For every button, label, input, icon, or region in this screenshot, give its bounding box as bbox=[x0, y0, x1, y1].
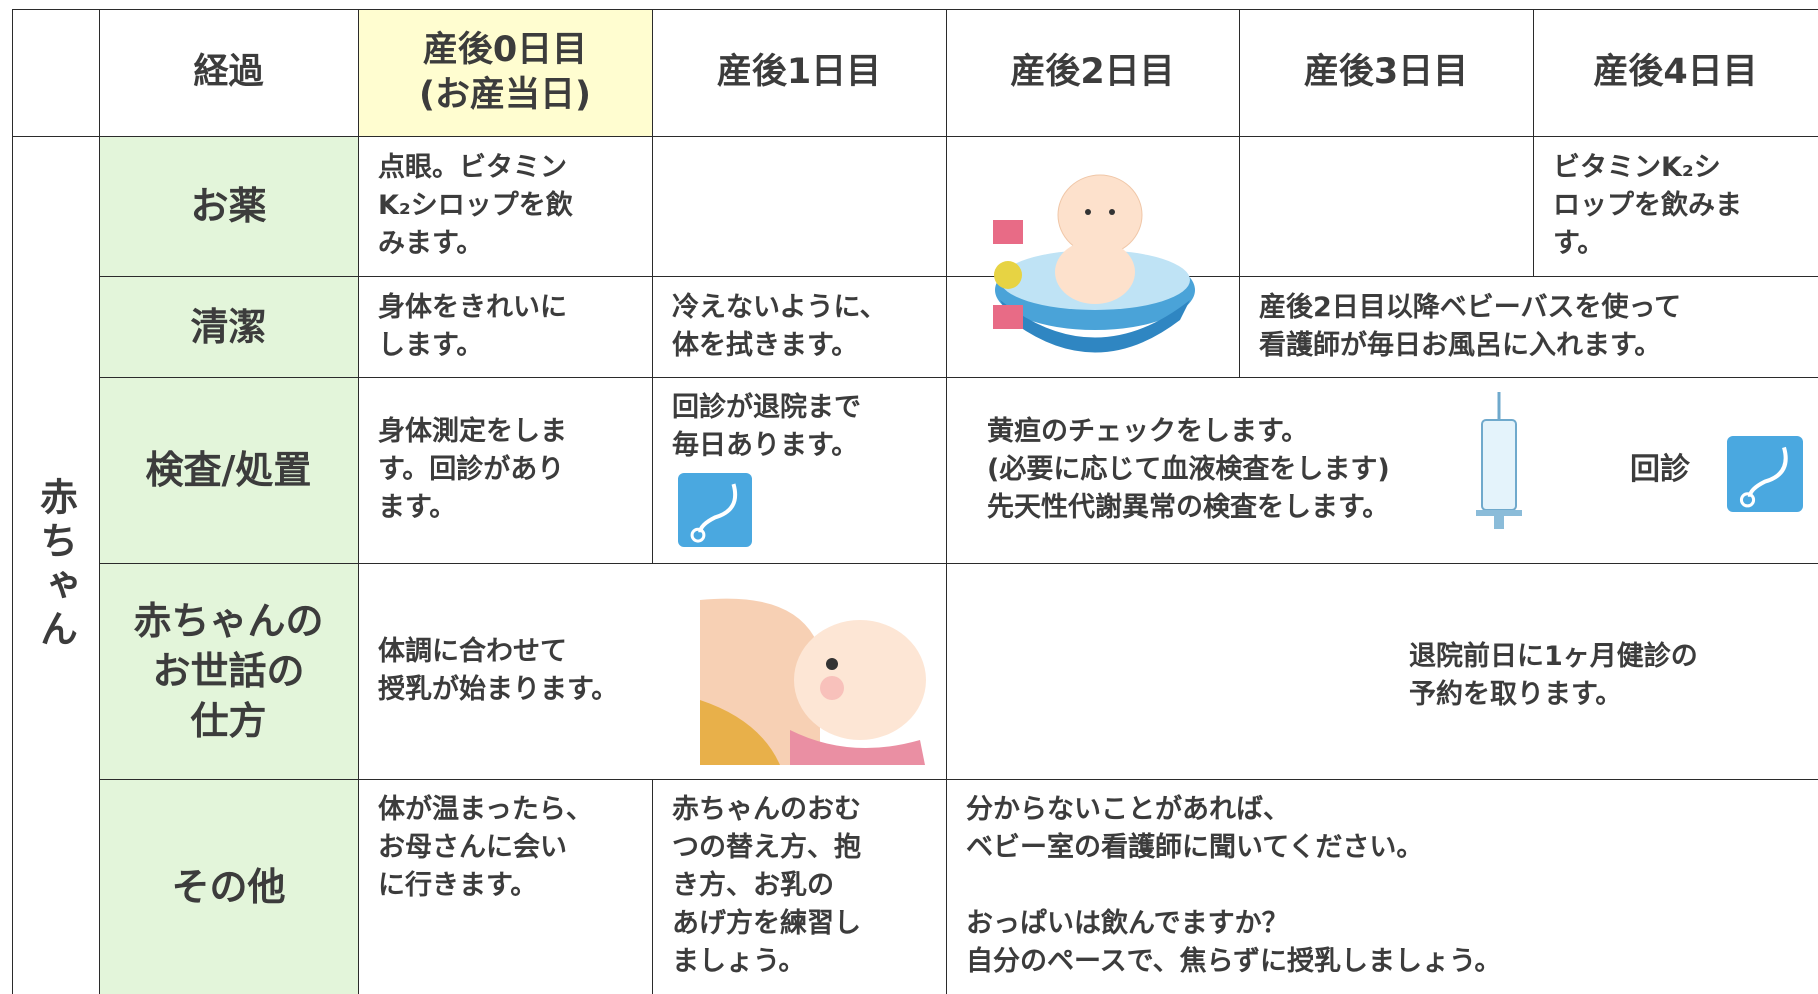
cell-text: 体調に合わせて 授乳が始まります。 bbox=[378, 636, 619, 705]
stethoscope-icon bbox=[698, 483, 738, 533]
hand bbox=[993, 220, 1023, 244]
table-cell bbox=[99, 377, 359, 564]
cell-text: 身体をきれいに します。 bbox=[378, 291, 567, 361]
table-cell bbox=[946, 563, 1818, 780]
baby-cheek bbox=[820, 676, 844, 700]
cell-text: ビタミンK₂シ ロップを飲みま す。 bbox=[1553, 152, 1742, 259]
cell-text: 産後2日目以降ベビーバスを使って 看護師が毎日お風呂に入れます。 bbox=[1259, 291, 1682, 361]
column-header: 経過 bbox=[193, 52, 264, 92]
cell-text: 身体測定をしま す。回診があり ます。 bbox=[378, 416, 567, 523]
row-label: 清潔 bbox=[190, 304, 267, 349]
table-cell bbox=[358, 779, 653, 994]
cell-text: 点眼。ビタミン K₂シロップを飲 みます。 bbox=[378, 152, 573, 259]
sponge bbox=[994, 261, 1022, 289]
table-cell bbox=[652, 136, 947, 277]
syringe bbox=[1476, 510, 1522, 516]
baby-eye bbox=[1085, 209, 1091, 215]
table-cell bbox=[99, 779, 359, 994]
stethoscope-icon bbox=[1739, 492, 1756, 508]
table-cell bbox=[652, 9, 947, 137]
cell-text: 分からないことがあれば、 ベビー室の看護師に聞いてください。 おっぱいは飲んでま… bbox=[966, 794, 1502, 977]
row-label: 検査/処置 bbox=[145, 448, 312, 492]
syringe bbox=[1494, 515, 1504, 529]
table-cell bbox=[1239, 9, 1534, 137]
cell-text: 赤ちゃんのおむ つの替え方、抱 き方、お乳の あげ方を練習し ましょう。 bbox=[672, 794, 861, 977]
column-header: 産後4日目 bbox=[1593, 52, 1758, 92]
cell-text: 体が温まったら、 お母さんに会い に行きます。 bbox=[378, 794, 593, 901]
column-header: 産後3日目 bbox=[1303, 52, 1469, 92]
cell-text: 回診が退院まで 毎日あります。 bbox=[672, 392, 861, 461]
cell-text: 回診 bbox=[1630, 452, 1690, 487]
table-cell bbox=[1533, 9, 1818, 137]
baby-head bbox=[794, 620, 926, 740]
baby-eye bbox=[826, 658, 838, 670]
table-cell bbox=[652, 276, 947, 378]
cell-text: 冷えないように、 体を拭きます。 bbox=[672, 291, 887, 361]
table-cell bbox=[358, 276, 653, 378]
row-label: その他 bbox=[171, 864, 286, 909]
baby-eye bbox=[1109, 209, 1115, 215]
stethoscope-icon bbox=[1747, 446, 1788, 498]
table-cell bbox=[946, 779, 1818, 994]
blanket bbox=[700, 700, 780, 765]
table-cell bbox=[1239, 136, 1534, 277]
table-cell bbox=[652, 779, 947, 994]
table-cell bbox=[99, 276, 359, 378]
bath-basin bbox=[1000, 300, 1190, 353]
table-cell bbox=[946, 377, 1818, 564]
table-cell bbox=[946, 9, 1240, 137]
side-label: 赤ちゃん bbox=[33, 477, 78, 653]
table-cell bbox=[358, 136, 653, 277]
baby-clothes bbox=[790, 730, 925, 765]
table-cell bbox=[358, 377, 653, 564]
cell-text: 黄疸のチェックをします。 (必要に応じて血液検査をします) 先天性代謝異常の検査… bbox=[987, 416, 1390, 523]
column-header: 産後2日目 bbox=[1010, 52, 1175, 92]
hand bbox=[993, 305, 1023, 329]
stethoscope-icon bbox=[690, 527, 706, 543]
table-cell bbox=[12, 9, 100, 137]
stethoscope-icon bbox=[1727, 436, 1803, 512]
cell-text: 退院前日に1ヶ月健診の 予約を取ります。 bbox=[1409, 641, 1698, 710]
table-cell bbox=[1239, 276, 1818, 378]
column-header: 産後0日目 (お産当日) bbox=[419, 29, 591, 115]
table-cell bbox=[1533, 136, 1818, 277]
row-label: 赤ちゃんの お世話の 仕方 bbox=[133, 599, 324, 743]
table-cell bbox=[99, 9, 359, 137]
baby-body bbox=[1055, 240, 1135, 304]
column-header: 産後1日目 bbox=[716, 52, 882, 92]
syringe bbox=[1481, 419, 1517, 511]
row-label: お薬 bbox=[190, 184, 267, 228]
